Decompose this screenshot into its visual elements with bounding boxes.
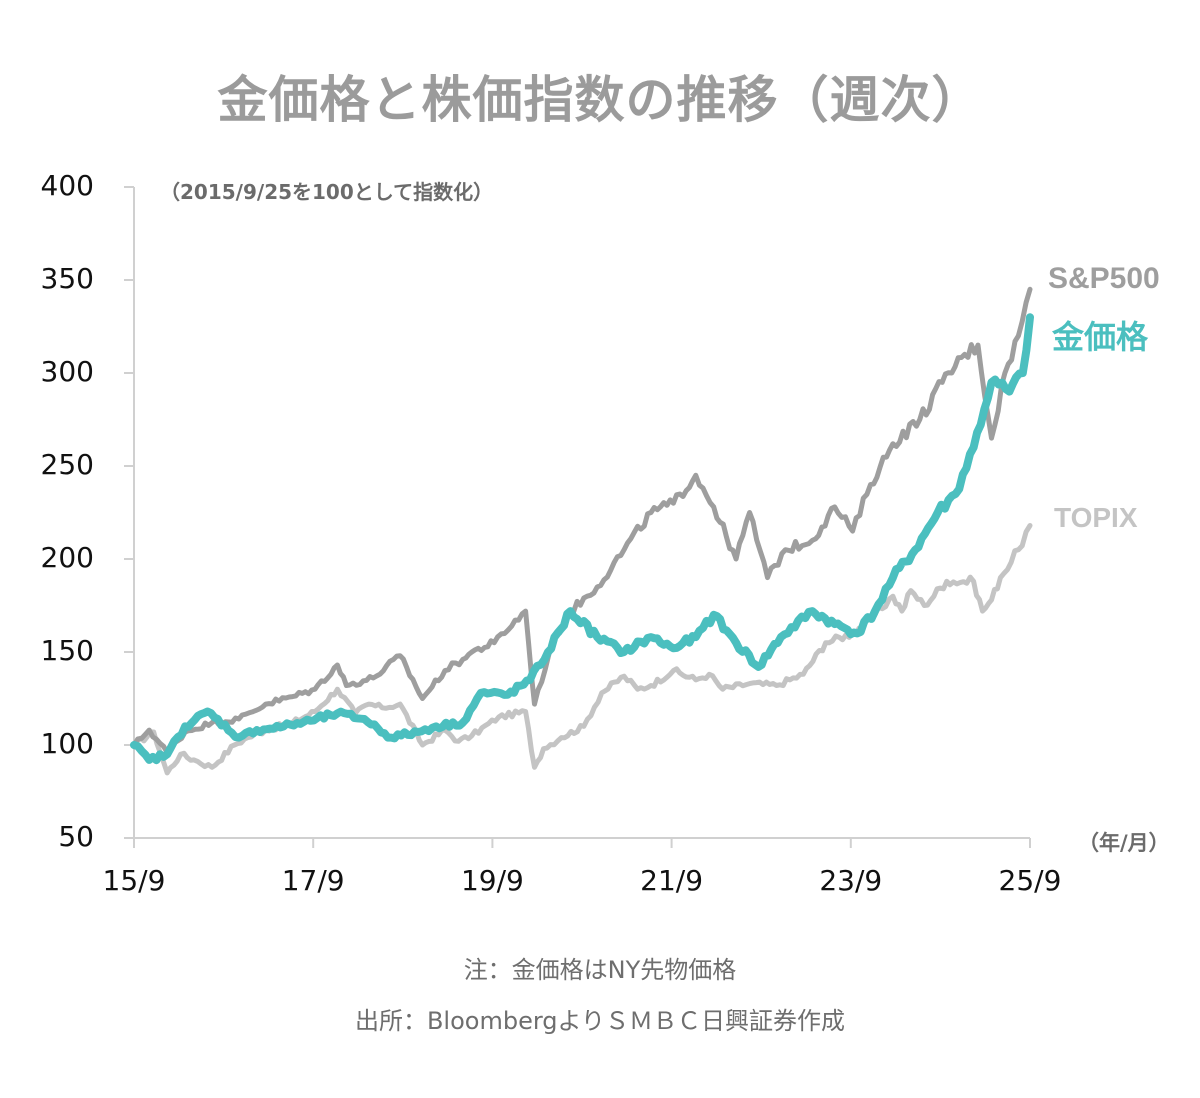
x-tick-label-21-9: 21/9 — [640, 864, 704, 897]
series-line-topix — [131, 523, 1033, 776]
legend-label-gold: 金価格 — [1052, 319, 1149, 355]
x-tick-label-25-9: 25/9 — [998, 864, 1062, 897]
x-tick-label-15-9: 15/9 — [102, 864, 166, 897]
y-tick-label-350: 350 — [40, 262, 94, 295]
y-tick-label-250: 250 — [40, 448, 94, 481]
series-line-sp500 — [131, 286, 1033, 755]
y-tick-label-300: 300 — [40, 355, 94, 388]
footnote-source: 出所：BloombergよりＳＭＢＣ日興証券作成 — [354, 1007, 846, 1035]
footnote-gold-price: 注：金価格はNY先物価格 — [463, 956, 737, 984]
y-tick-label-200: 200 — [40, 541, 94, 574]
x-axis-unit-label: （年/月） — [1078, 831, 1170, 855]
y-tick-label-150: 150 — [40, 634, 94, 667]
y-tick-label-50: 50 — [58, 820, 94, 853]
x-tick-label-23-9: 23/9 — [819, 864, 883, 897]
legend-label-sp500: S&P500 — [1048, 262, 1160, 295]
index-base-note: （2015/9/25を100として指数化） — [160, 180, 494, 204]
chart-title: 金価格と株価指数の推移（週次） — [217, 71, 983, 129]
series-line-gold — [130, 313, 1034, 765]
series-lines — [130, 286, 1034, 776]
x-tick-label-17-9: 17/9 — [281, 864, 345, 897]
axes — [124, 186, 1031, 848]
legend-label-topix: TOPIX — [1054, 502, 1138, 533]
y-tick-label-400: 400 — [40, 169, 94, 202]
x-tick-label-19-9: 19/9 — [460, 864, 524, 897]
y-tick-label-100: 100 — [40, 727, 94, 760]
